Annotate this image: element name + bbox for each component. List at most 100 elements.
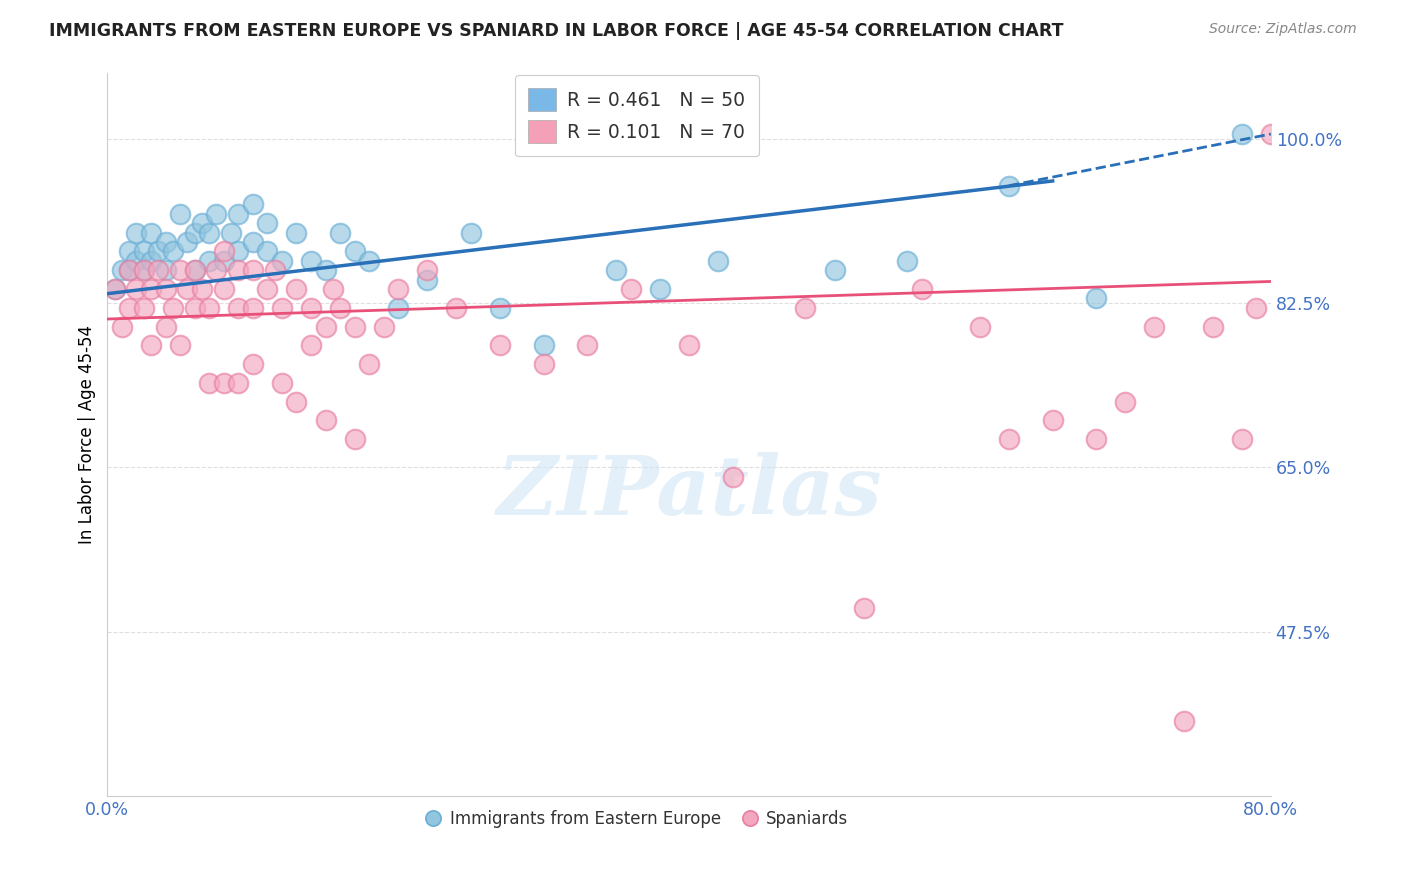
Point [446,301,468,315]
Point [176,235,198,249]
Point [322,282,344,296]
Point [911,282,934,296]
Point [1114,394,1136,409]
Point [198,253,221,268]
Point [794,301,817,315]
Point [242,197,264,211]
Point [998,178,1021,193]
Point [707,253,730,268]
Point [226,244,249,259]
Point [148,244,170,259]
Point [132,263,155,277]
Point [198,226,221,240]
Point [1143,319,1166,334]
Point [118,263,141,277]
Point [139,282,162,296]
Point [176,282,198,296]
Point [155,235,177,249]
Point [162,301,184,315]
Point [169,338,191,352]
Point [104,282,127,296]
Point [285,282,308,296]
Point [219,226,242,240]
Point [139,253,162,268]
Point [191,216,214,230]
Point [111,319,134,334]
Point [998,432,1021,446]
Point [198,301,221,315]
Point [1042,413,1064,427]
Point [489,338,512,352]
Point [205,263,228,277]
Point [969,319,991,334]
Point [343,319,366,334]
Point [111,263,134,277]
Point [343,244,366,259]
Point [285,226,308,240]
Point [155,282,177,296]
Point [299,301,322,315]
Point [648,282,671,296]
Point [118,263,141,277]
Point [212,282,235,296]
Point [125,226,148,240]
Point [416,263,439,277]
Point [125,253,148,268]
Point [373,319,395,334]
Point [1246,301,1268,315]
Point [132,244,155,259]
Point [263,263,285,277]
Point [270,253,292,268]
Point [226,376,249,390]
Point [242,357,264,371]
Point [125,282,148,296]
Point [148,263,170,277]
Point [824,263,846,277]
Point [1085,291,1108,305]
Point [270,301,292,315]
Point [329,226,352,240]
Point [212,253,235,268]
Text: Source: ZipAtlas.com: Source: ZipAtlas.com [1209,22,1357,37]
Point [387,301,409,315]
Point [256,282,278,296]
Text: IMMIGRANTS FROM EASTERN EUROPE VS SPANIARD IN LABOR FORCE | AGE 45-54 CORRELATIO: IMMIGRANTS FROM EASTERN EUROPE VS SPANIA… [49,22,1064,40]
Point [329,301,352,315]
Point [1230,432,1253,446]
Legend: Immigrants from Eastern Europe, Spaniards: Immigrants from Eastern Europe, Spaniard… [419,804,855,835]
Point [256,216,278,230]
Point [132,301,155,315]
Point [315,263,337,277]
Point [533,338,555,352]
Point [183,263,205,277]
Point [169,207,191,221]
Point [270,376,292,390]
Point [118,244,141,259]
Point [315,319,337,334]
Point [1201,319,1223,334]
Y-axis label: In Labor Force | Age 45-54: In Labor Force | Age 45-54 [79,325,96,544]
Point [183,226,205,240]
Point [198,376,221,390]
Point [139,226,162,240]
Point [387,282,409,296]
Point [169,263,191,277]
Point [315,413,337,427]
Text: ZIPatlas: ZIPatlas [496,452,882,533]
Point [460,226,482,240]
Point [1260,127,1282,141]
Point [132,263,155,277]
Point [576,338,599,352]
Point [533,357,555,371]
Point [359,357,381,371]
Point [605,263,627,277]
Point [343,432,366,446]
Point [162,244,184,259]
Point [104,282,127,296]
Point [226,301,249,315]
Point [256,244,278,259]
Point [242,235,264,249]
Point [1230,127,1253,141]
Point [139,338,162,352]
Point [1085,432,1108,446]
